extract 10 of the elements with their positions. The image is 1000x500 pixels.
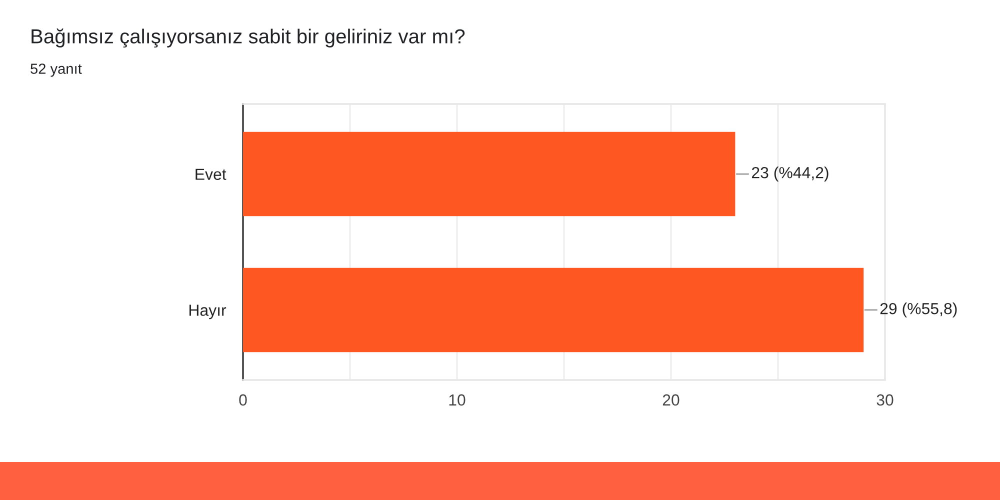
data-label: 29 (%55,8): [880, 302, 957, 318]
y-tick-label: Evet: [196, 168, 226, 180]
text: 52 yanıt: [30, 64, 82, 77]
data-label: 23 (%44,2): [752, 166, 828, 182]
y-tick-label: Hayır: [189, 304, 226, 320]
x-tick-label: 10: [449, 394, 466, 406]
chart-title: Bağımsız çalışıyorsanız sabit bir geliriniz var mı?: [32, 28, 465, 48]
x-tick-label: 20: [662, 394, 680, 406]
x-tick-label: 30: [876, 394, 894, 406]
x-tick-label: 0: [239, 394, 247, 406]
